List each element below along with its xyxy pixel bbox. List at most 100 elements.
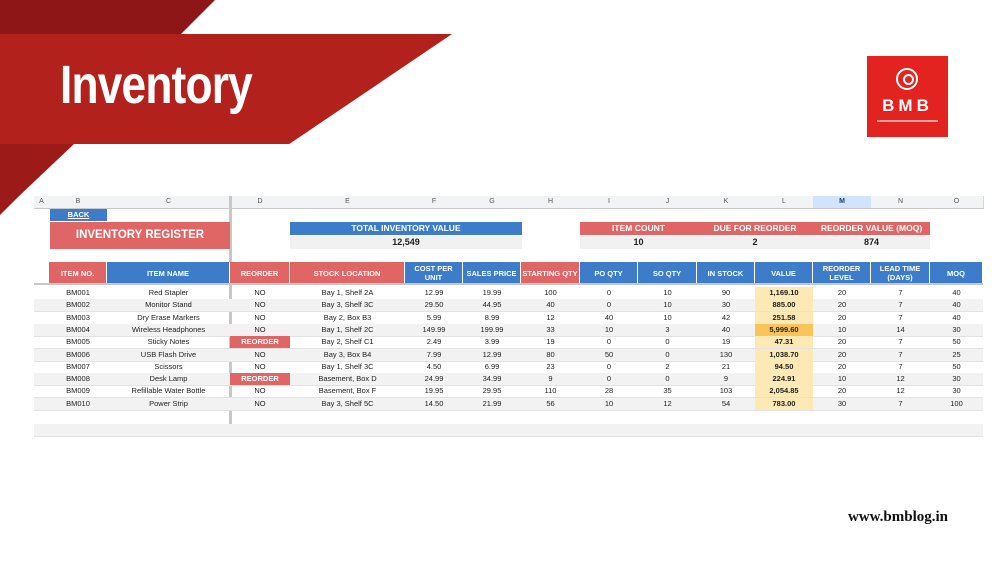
table-row[interactable]: BM008 Desk Lamp REORDER Basement, Box D 24.9…	[34, 373, 983, 387]
table-cell[interactable]: Bay 1, Shelf 2A	[321, 288, 374, 297]
table-cell[interactable]: 47.31	[755, 336, 813, 349]
table-cell[interactable]: BM005	[66, 337, 90, 347]
table-cell[interactable]: 30	[952, 374, 961, 384]
table-cell[interactable]: 20	[837, 337, 847, 347]
column-header-l[interactable]: L	[755, 196, 814, 209]
table-cell[interactable]: 19	[546, 337, 555, 347]
table-cell[interactable]: 50	[952, 337, 961, 347]
table-cell[interactable]: NO	[254, 324, 266, 334]
table-cell[interactable]: BM007	[66, 361, 90, 371]
table-header-sales-price[interactable]: SALES PRICE	[463, 262, 521, 284]
table-cell[interactable]: 20	[837, 349, 847, 359]
table-cell[interactable]: 80	[546, 349, 555, 359]
table-cell[interactable]: 2,054.85	[755, 385, 813, 398]
table-cell[interactable]: 21.99	[482, 398, 502, 408]
table-header-reorder-level[interactable]: REORDER LEVEL	[813, 262, 871, 284]
table-cell[interactable]: 50	[952, 361, 961, 371]
table-cell[interactable]: 199.99	[480, 324, 504, 334]
column-header-h[interactable]: H	[521, 196, 581, 209]
table-row[interactable]: BM002 Monitor Stand NO Bay 3, Shelf 3C 29.50…	[34, 299, 983, 313]
table-cell[interactable]: Scissors	[154, 361, 183, 371]
table-cell[interactable]: 90	[721, 288, 731, 297]
table-header-stock-location[interactable]: STOCK LOCATION	[290, 262, 405, 284]
table-cell[interactable]: 12	[896, 374, 905, 384]
empty-row[interactable]	[34, 424, 983, 438]
table-cell[interactable]: 8.99	[484, 312, 500, 322]
table-cell[interactable]: 19.95	[424, 386, 444, 396]
table-header-in-stock[interactable]: IN STOCK	[697, 262, 755, 284]
table-cell[interactable]: Basement, Box F	[318, 386, 377, 396]
table-cell[interactable]: 3.99	[484, 337, 500, 347]
table-cell[interactable]: 7	[898, 349, 903, 359]
table-cell[interactable]: 0	[606, 288, 612, 297]
table-cell[interactable]: 1,038.70	[755, 348, 813, 361]
table-header-cost-per-unit[interactable]: COST PER UNIT	[405, 262, 463, 284]
table-cell[interactable]: 20	[837, 361, 847, 371]
table-cell[interactable]: 251.58	[755, 311, 813, 324]
table-row[interactable]: BM007 Scissors NO Bay 1, Shelf 3C 4.50 6.99 23…	[34, 360, 983, 374]
table-header-value[interactable]: VALUE	[755, 262, 813, 284]
frozen-row-divider[interactable]	[34, 283, 983, 285]
table-cell[interactable]: 30	[837, 398, 847, 408]
table-cell[interactable]: 5,999.60	[755, 323, 813, 336]
table-header-item-name[interactable]: ITEM NAME	[107, 262, 230, 284]
table-cell[interactable]: 5.99	[426, 312, 442, 322]
table-cell[interactable]: 44.95	[482, 300, 502, 310]
table-header-lead-time-days[interactable]: LEAD TIME (DAYS)	[871, 262, 930, 284]
table-cell[interactable]: 54	[721, 398, 731, 408]
table-cell[interactable]: Sticky Notes	[147, 337, 190, 347]
table-cell[interactable]: Power Strip	[149, 398, 188, 408]
table-cell[interactable]: 40	[952, 312, 961, 322]
back-link[interactable]: BACK	[50, 209, 107, 221]
table-cell[interactable]: 40	[952, 288, 961, 297]
table-cell[interactable]: Refillable Water Bottle	[131, 386, 206, 396]
table-cell[interactable]: 29.50	[424, 300, 444, 310]
table-cell[interactable]: 23	[546, 361, 555, 371]
table-cell[interactable]: 30	[952, 386, 961, 396]
table-cell[interactable]: 12.99	[424, 288, 444, 297]
table-cell[interactable]: BM004	[66, 324, 90, 334]
table-cell[interactable]: 20	[837, 288, 847, 297]
table-cell[interactable]: 12	[546, 312, 555, 322]
column-header-e[interactable]: E	[290, 196, 406, 209]
table-cell[interactable]: 0	[606, 337, 612, 347]
table-cell[interactable]: 33	[546, 324, 555, 334]
table-cell[interactable]: 7	[898, 361, 903, 371]
table-cell[interactable]: 0	[606, 361, 612, 371]
table-cell[interactable]: 12.99	[482, 349, 502, 359]
column-header-f[interactable]: F	[405, 196, 464, 209]
table-cell[interactable]: 7	[898, 312, 903, 322]
table-header-po-qty[interactable]: PO QTY	[580, 262, 638, 284]
table-cell[interactable]: 2	[665, 361, 670, 371]
table-cell[interactable]: 12	[896, 386, 905, 396]
table-cell[interactable]: NO	[254, 361, 266, 371]
table-cell[interactable]: 7	[898, 288, 903, 297]
table-cell[interactable]: NO	[254, 349, 266, 359]
table-cell[interactable]: 24.99	[424, 374, 444, 384]
empty-row[interactable]	[34, 412, 983, 425]
table-cell[interactable]: NO	[254, 288, 266, 297]
table-cell[interactable]: 10	[663, 312, 672, 322]
table-cell[interactable]: 10	[663, 288, 672, 297]
table-cell[interactable]: 0	[606, 374, 612, 384]
column-header-j[interactable]: J	[638, 196, 698, 209]
table-cell[interactable]: 1,169.10	[755, 287, 813, 299]
table-cell[interactable]: 9	[548, 374, 553, 384]
table-header-starting-qty[interactable]: STARTING QTY	[521, 262, 580, 284]
table-cell[interactable]: Bay 3, Box B4	[323, 349, 372, 359]
table-cell[interactable]: NO	[254, 386, 266, 396]
table-cell[interactable]: BM008	[66, 374, 90, 384]
table-row[interactable]: BM006 USB Flash Drive NO Bay 3, Box B4 7.99 1…	[34, 348, 983, 362]
table-cell[interactable]: BM001	[66, 288, 90, 297]
reorder-value-value[interactable]: 874	[813, 236, 930, 249]
table-cell[interactable]: 10	[604, 324, 614, 334]
table-cell[interactable]: Wireless Headphones	[131, 324, 206, 334]
table-cell[interactable]: 21	[721, 361, 731, 371]
table-cell[interactable]: 100	[950, 398, 963, 408]
column-header-b[interactable]: B	[49, 196, 108, 209]
column-header-a[interactable]: A	[34, 196, 50, 209]
table-cell[interactable]: 100	[544, 288, 557, 297]
table-cell[interactable]: Bay 2, Box B3	[323, 312, 372, 322]
table-cell[interactable]: NO	[254, 398, 266, 408]
table-cell[interactable]: 10	[604, 398, 614, 408]
